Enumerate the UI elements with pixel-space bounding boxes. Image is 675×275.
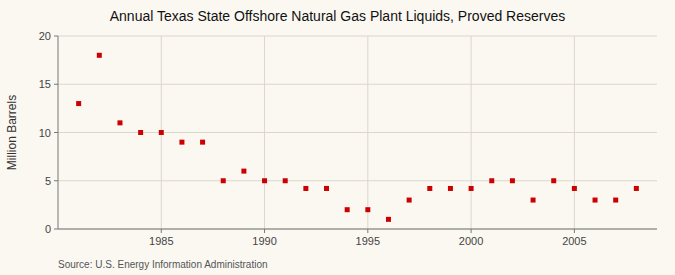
x-tick <box>471 229 472 233</box>
point <box>117 120 122 125</box>
x-tick <box>264 229 265 233</box>
x-tick-label: 1990 <box>252 235 276 247</box>
point <box>303 186 308 191</box>
grid-line <box>58 36 657 37</box>
grid-line <box>58 229 657 230</box>
point <box>159 130 164 135</box>
point <box>76 101 81 106</box>
point <box>283 178 288 183</box>
point <box>241 169 246 174</box>
y-tick <box>54 84 58 85</box>
point <box>489 178 494 183</box>
point <box>427 186 432 191</box>
point <box>138 130 143 135</box>
x-tick <box>574 229 575 233</box>
x-tick-label: 2000 <box>459 235 483 247</box>
point <box>551 178 556 183</box>
point <box>634 186 639 191</box>
point <box>365 207 370 212</box>
y-tick-label: 0 <box>45 223 51 235</box>
y-tick-label: 5 <box>45 175 51 187</box>
grid-line <box>58 84 657 85</box>
source-note: Source: U.S. Energy Information Administ… <box>58 259 268 270</box>
y-axis-label: Million Barrels <box>5 95 19 170</box>
point <box>572 186 577 191</box>
x-axis-line <box>58 229 657 230</box>
point <box>324 186 329 191</box>
background <box>0 0 675 275</box>
point <box>448 186 453 191</box>
point <box>469 186 474 191</box>
y-tick <box>54 229 58 230</box>
y-tick <box>54 36 58 37</box>
point <box>531 198 536 203</box>
point <box>613 198 618 203</box>
points <box>76 53 639 222</box>
point <box>345 207 350 212</box>
grid-line <box>264 36 265 229</box>
x-tick-label: 1985 <box>149 235 173 247</box>
x-tick <box>367 229 368 233</box>
point <box>221 178 226 183</box>
x-tick-label: 2005 <box>562 235 586 247</box>
point <box>386 217 391 222</box>
y-tick-label: 10 <box>39 127 51 139</box>
point <box>179 140 184 145</box>
point <box>593 198 598 203</box>
y-tick <box>54 132 58 133</box>
chart: 1985 1990 1995 2000 2005 0 5 10 15 20 Annual Texas… <box>0 0 675 275</box>
point <box>97 53 102 58</box>
x-tick-label: 1995 <box>356 235 380 247</box>
point <box>262 178 267 183</box>
x-tick <box>161 229 162 233</box>
grid-line <box>471 36 472 229</box>
title: Annual Texas State Offshore Natural Gas … <box>110 8 566 24</box>
grid-line <box>367 36 368 229</box>
point <box>200 140 205 145</box>
grid-line <box>58 132 657 133</box>
grid-line <box>58 180 657 181</box>
point <box>407 198 412 203</box>
grid <box>58 36 657 229</box>
y-tick-label: 15 <box>39 78 51 90</box>
y-tick-label: 20 <box>39 30 51 42</box>
y-tick <box>54 180 58 181</box>
point <box>510 178 515 183</box>
grid-line <box>574 36 575 229</box>
